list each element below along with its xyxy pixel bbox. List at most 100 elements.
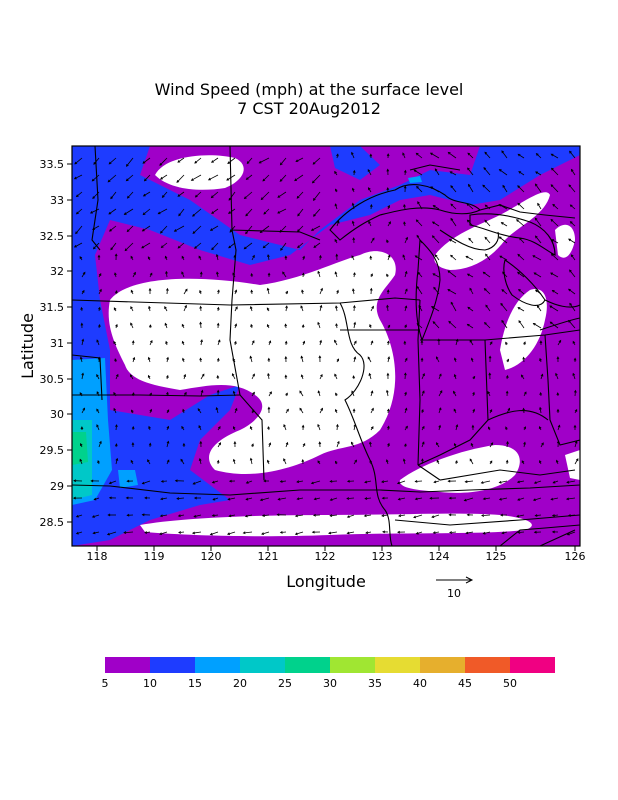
wind-vector-arrow bbox=[397, 480, 406, 484]
wind-vector-arrow bbox=[467, 167, 474, 176]
wind-vector-arrowhead bbox=[500, 513, 504, 517]
wind-vector-arrowhead bbox=[75, 231, 78, 235]
wind-vector-arrowhead bbox=[437, 338, 441, 342]
wind-vector-arrowhead bbox=[311, 530, 315, 534]
wind-vector-arrowhead bbox=[416, 185, 419, 189]
wind-vector-arrowhead bbox=[200, 339, 203, 343]
wind-vector-arrowhead bbox=[535, 153, 539, 156]
wind-vector-arrow bbox=[535, 289, 542, 295]
wind-vector-arrowhead bbox=[518, 320, 522, 324]
wind-vector-arrowhead bbox=[370, 390, 374, 394]
wind-vector-arrowhead bbox=[487, 390, 491, 394]
wind-vector-arrowhead bbox=[386, 304, 389, 308]
wind-vector-arrowhead bbox=[381, 514, 385, 517]
wind-vector-arrow bbox=[245, 208, 253, 217]
reference-vector: 10 bbox=[436, 576, 474, 600]
wind-vector-arrow bbox=[141, 242, 151, 249]
wind-vector-arrowhead bbox=[245, 481, 249, 484]
wind-vector-arrow bbox=[267, 373, 270, 380]
x-tick-label: 121 bbox=[258, 550, 279, 563]
wind-vector-arrow bbox=[108, 208, 117, 215]
wind-vector-arrowhead bbox=[498, 497, 502, 501]
wind-vector-arrowhead bbox=[302, 442, 306, 446]
wind-vector-arrow bbox=[313, 191, 321, 201]
wind-vector-arrowhead bbox=[243, 246, 247, 250]
wind-vector-arrow bbox=[280, 242, 287, 251]
wind-vector-arrowhead bbox=[472, 391, 475, 395]
wind-vector-arrow bbox=[317, 424, 321, 431]
wind-vector-arrow bbox=[483, 497, 491, 500]
wind-vector-arrowhead bbox=[183, 373, 187, 377]
wind-vector-arrowhead bbox=[107, 513, 111, 517]
wind-vector-arrowhead bbox=[215, 253, 219, 257]
wind-vector-arrowhead bbox=[115, 323, 118, 327]
wind-vector-arrowhead bbox=[216, 271, 219, 275]
wind-vector-arrowhead bbox=[199, 357, 203, 361]
wind-vector-arrow bbox=[535, 514, 542, 517]
wind-vector-arrowhead bbox=[453, 408, 457, 412]
wind-vector-arrowhead bbox=[570, 168, 574, 172]
calm-region-east-edge bbox=[555, 224, 575, 258]
wind-vector-arrow bbox=[110, 242, 117, 250]
wind-vector-arrow bbox=[74, 157, 83, 165]
title-line-1: Wind Speed (mph) at the surface level bbox=[154, 80, 464, 99]
wind-vector-arrow bbox=[75, 225, 83, 234]
wind-vector-arrowhead bbox=[147, 356, 151, 360]
wind-vector-arrowhead bbox=[181, 255, 185, 259]
wind-vector-arrow bbox=[74, 174, 83, 180]
wind-vector-arrowhead bbox=[537, 202, 540, 206]
wind-vector-arrowhead bbox=[259, 498, 263, 502]
wind-vector-arrowhead bbox=[568, 288, 571, 292]
y-tick-label: 32.5 bbox=[40, 230, 65, 243]
wind-vector-arrowhead bbox=[144, 531, 148, 534]
wind-vector-arrow bbox=[297, 242, 304, 248]
wind-vector-arrowhead bbox=[482, 531, 486, 535]
wind-vector-arrowhead bbox=[216, 306, 220, 310]
wind-vector-arrowhead bbox=[199, 271, 203, 275]
wind-vector-arrowhead bbox=[370, 273, 373, 277]
wind-vector-arrow bbox=[263, 208, 270, 215]
wind-vector-arrow bbox=[550, 272, 559, 278]
wind-vector-arrow bbox=[499, 204, 508, 210]
wind-vector-arrowhead bbox=[434, 168, 438, 172]
wind-vector-arrowhead bbox=[523, 426, 526, 430]
wind-vector-arrow bbox=[450, 203, 457, 210]
state-boundaries bbox=[72, 146, 580, 546]
wind-vector-arrowhead bbox=[403, 169, 407, 173]
wind-vector-arrow bbox=[367, 356, 372, 363]
wind-vector-arrowhead bbox=[549, 305, 553, 309]
wind-vector-arrowhead bbox=[216, 389, 220, 393]
wind-vector-arrowhead bbox=[346, 515, 350, 518]
y-tick-label: 30 bbox=[50, 408, 64, 421]
wind-vector-arrowhead bbox=[148, 425, 151, 429]
wind-vector-arrowhead bbox=[369, 324, 372, 327]
wind-vector-arrowhead bbox=[132, 356, 136, 360]
wind-vector-arrowhead bbox=[209, 228, 213, 231]
wind-vector-arrow bbox=[465, 480, 474, 483]
wind-vector-arrowhead bbox=[435, 442, 439, 446]
wind-vector-arrow bbox=[93, 531, 100, 534]
wind-vector-arrowhead bbox=[352, 169, 356, 173]
wind-vector-arrow bbox=[549, 305, 559, 312]
wind-vector-arrowhead bbox=[211, 514, 215, 517]
wind-vector-arrowhead bbox=[142, 212, 146, 216]
wind-vector-arrowhead bbox=[176, 497, 180, 500]
y-tick-label: 31.5 bbox=[40, 301, 65, 314]
wind-vector-arrow bbox=[313, 242, 321, 248]
wind-vector-arrow bbox=[216, 254, 219, 261]
wind-vector-arrowhead bbox=[198, 457, 202, 462]
wind-vector-arrow bbox=[124, 531, 134, 534]
wind-vector-arrowhead bbox=[422, 373, 425, 377]
wind-vector-arrowhead bbox=[148, 305, 151, 309]
wind-vector-arrowhead bbox=[403, 185, 407, 189]
wind-vector-arrowhead bbox=[75, 211, 79, 215]
wind-vector-arrowhead bbox=[455, 460, 458, 464]
wind-vector-arrow bbox=[569, 269, 576, 278]
wind-vector-arrowhead bbox=[268, 442, 272, 446]
wind-vector-arrowhead bbox=[367, 187, 371, 191]
colorbar-swatch bbox=[510, 657, 555, 673]
wind-vector-arrow bbox=[517, 254, 525, 261]
wind-vector-arrowhead bbox=[371, 407, 374, 411]
colorbar-label: 50 bbox=[503, 677, 517, 690]
wind-vector-arrowhead bbox=[431, 515, 435, 519]
